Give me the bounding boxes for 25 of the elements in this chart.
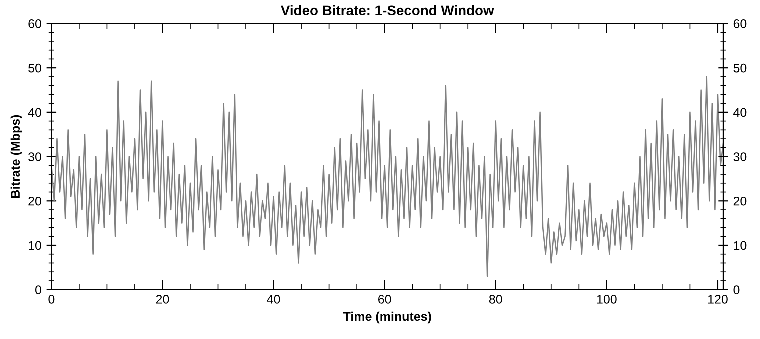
x-axis-title: Time (minutes) xyxy=(343,312,432,324)
chart-title: Video Bitrate: 1-Second Window xyxy=(281,5,494,16)
y-tick-label: 0 xyxy=(35,286,42,294)
y-tick-label: 50 xyxy=(28,64,42,73)
y-tick-label: 20 xyxy=(28,196,42,206)
y-axis-title: Bitrate (Mbps) xyxy=(10,115,22,198)
x-tick-label: 60 xyxy=(378,295,392,304)
x-tick-label: 0 xyxy=(48,295,55,304)
line-series xyxy=(52,76,724,278)
x-tick-label: 100 xyxy=(597,295,617,304)
x-tick-label: 20 xyxy=(156,295,170,304)
y-tick-label: 10 xyxy=(29,241,42,250)
x-tick-label: 40 xyxy=(267,295,280,304)
y-tick-label: 30 xyxy=(28,152,42,162)
y-tick-label: 60 xyxy=(28,20,42,28)
y2-tick-label: 30 xyxy=(734,152,747,162)
x-tick-label: 80 xyxy=(489,295,502,304)
y-tick-label: 40 xyxy=(28,108,42,118)
x-tick-label: 120 xyxy=(708,295,728,304)
y2-tick-label: 60 xyxy=(734,20,747,28)
y2-tick-label: 50 xyxy=(734,64,747,73)
y2-tick-label: 40 xyxy=(734,108,747,118)
y2-tick-label: 10 xyxy=(734,241,747,250)
y2-tick-label: 20 xyxy=(734,196,747,206)
y2-tick-label: 0 xyxy=(734,286,740,294)
